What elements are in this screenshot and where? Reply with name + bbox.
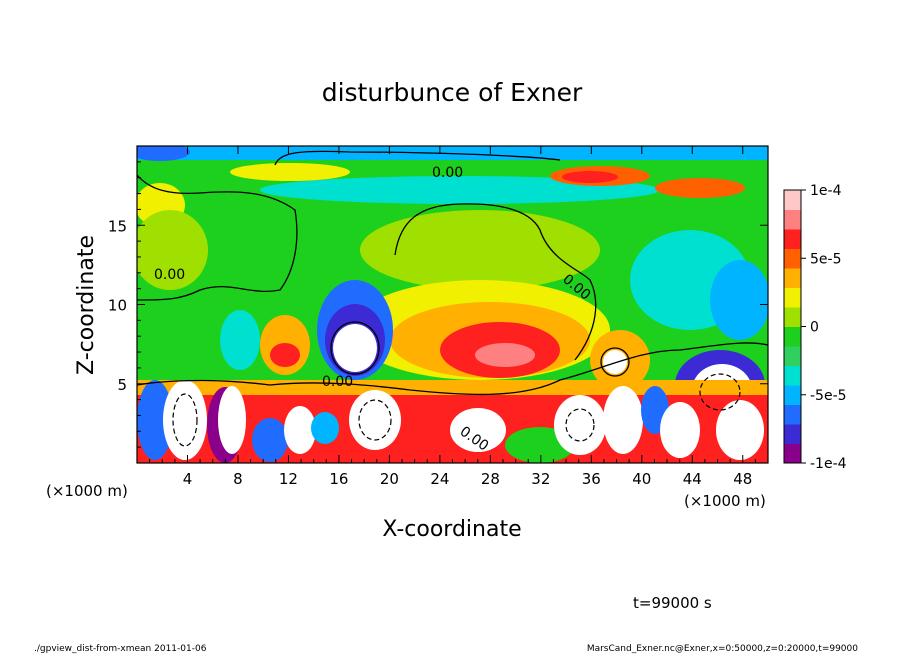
right-blue (710, 260, 768, 340)
contour-lines (137, 150, 768, 396)
y-tick-label: 10 (108, 297, 127, 315)
upper-yellow-left (137, 210, 208, 290)
x-tick-label: 24 (430, 470, 449, 488)
bottom-white-7 (603, 386, 643, 454)
bottom-white-5 (450, 408, 506, 452)
x-tick-label: 44 (683, 470, 702, 488)
left-red (270, 343, 300, 367)
colorbar-cell (784, 365, 801, 386)
colorbar-cell (784, 404, 801, 425)
footer-right: MarsCand_Exner.nc@Exner,x=0:50000,z=0:20… (587, 644, 858, 654)
chart-title: disturbunce of Exner (322, 78, 583, 107)
top-orange-band (230, 163, 350, 181)
y-tick-label: 15 (108, 217, 127, 235)
x-unit-left: (×1000 m) (46, 482, 128, 500)
x-tick-label: 40 (632, 470, 651, 488)
left-cyan (220, 310, 260, 370)
colorbar-tick-label: 5e-5 (810, 251, 841, 267)
colorbar-cell (784, 346, 801, 366)
dashed-contours (172, 373, 741, 447)
plot-area: 0.00 0.00 0.00 0.00 0.00 (137, 146, 768, 463)
colorbar-tick-label: 1e-4 (810, 183, 842, 199)
contour-label: 0.00 (432, 165, 463, 181)
bottom-white-2 (218, 386, 246, 454)
bottom-white-6 (554, 395, 606, 455)
x-axis: 4 8 12 16 20 24 28 32 36 40 44 48 (149, 146, 756, 488)
colorbar-cell (784, 326, 801, 347)
bottom-blue-left (137, 380, 173, 460)
x-axis-title: X-coordinate (382, 517, 521, 542)
colorbar-cell (784, 209, 801, 230)
x-tick-label: 48 (733, 470, 752, 488)
colorbar-tick-label: -5e-5 (810, 388, 847, 404)
colorbar-cell (784, 307, 801, 327)
contour-label: 0.00 (154, 267, 185, 283)
bottom-white-3 (284, 406, 316, 454)
bottom-blue-3 (311, 412, 339, 444)
top-cyan-band (260, 176, 660, 204)
colorbar-tick-label: -1e-4 (810, 456, 847, 472)
top-red-right-core (562, 171, 618, 183)
contour-label: 0.00 (322, 374, 353, 390)
colorbar-cell (784, 443, 801, 464)
color-field (137, 146, 768, 463)
top-band-blue (137, 146, 768, 160)
colorbar-tick-label: 0 (810, 320, 819, 336)
colorbar-cell (784, 248, 801, 269)
colorbar: 1e-4 5e-5 0 -5e-5 -1e-4 (783, 183, 847, 472)
time-label: t=99000 s (633, 594, 712, 612)
bottom-white-9 (716, 400, 764, 460)
colorbar-cell (784, 229, 801, 249)
bottom-white-1 (163, 380, 207, 460)
bottom-white-4 (349, 390, 401, 450)
y-tick-label: 5 (117, 376, 127, 394)
x-unit-right: (×1000 m) (684, 492, 766, 510)
top-red-far (655, 178, 745, 198)
x-tick-label: 4 (183, 470, 193, 488)
x-tick-label: 28 (481, 470, 500, 488)
x-tick-label: 16 (329, 470, 348, 488)
bottom-white-8 (660, 402, 700, 458)
bottom-blue-2 (252, 418, 288, 462)
colorbar-cell (784, 287, 801, 308)
x-tick-label: 36 (582, 470, 601, 488)
y-axis-title: Z-coordinate (74, 235, 99, 375)
x-tick-label: 20 (380, 470, 399, 488)
colorbar-cell (784, 424, 801, 444)
colorbar-cell (784, 268, 801, 288)
y-axis: 5 10 15 (108, 161, 768, 448)
colorbar-cell (784, 190, 801, 210)
footer-left: ./gpview_dist-from-xmean 2011-01-06 (34, 644, 207, 654)
x-tick-label: 8 (233, 470, 243, 488)
white-blob-1 (333, 324, 377, 372)
colorbar-cell (784, 385, 801, 405)
x-tick-label: 12 (279, 470, 298, 488)
mid-pink (475, 343, 535, 367)
x-tick-label: 32 (531, 470, 550, 488)
top-left-blue (137, 146, 190, 161)
right-mid-white (603, 350, 627, 374)
